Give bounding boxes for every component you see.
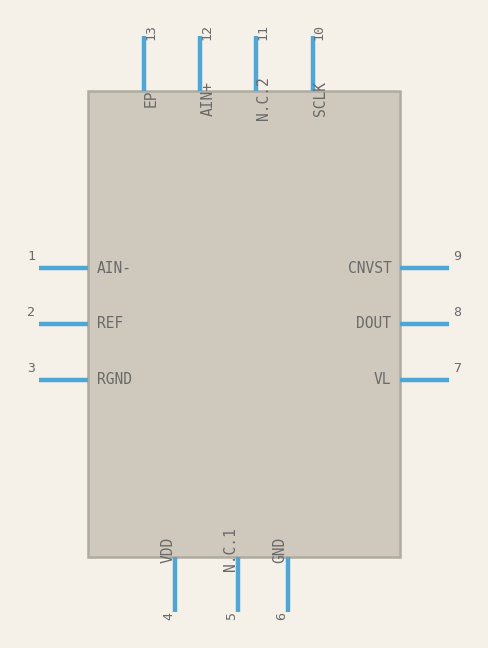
Text: CNVST: CNVST: [347, 260, 391, 275]
Text: N.C.2: N.C.2: [257, 76, 271, 121]
Bar: [88, 91, 400, 557]
Text: 9: 9: [453, 250, 461, 263]
Text: 4: 4: [163, 612, 175, 619]
Text: RGND: RGND: [97, 373, 132, 388]
Text: 8: 8: [453, 306, 461, 319]
Text: 13: 13: [144, 25, 157, 40]
Text: 5: 5: [225, 612, 238, 619]
Text: VL: VL: [374, 373, 391, 388]
Text: REF: REF: [97, 316, 123, 332]
Text: GND: GND: [273, 537, 288, 562]
Text: DOUT: DOUT: [356, 316, 391, 332]
Text: AIN-: AIN-: [97, 260, 132, 275]
Text: 11: 11: [257, 25, 269, 40]
Text: 7: 7: [453, 362, 461, 375]
Text: 10: 10: [313, 25, 325, 40]
Text: 2: 2: [27, 306, 35, 319]
Text: 1: 1: [27, 250, 35, 263]
Text: N.C.1: N.C.1: [223, 527, 238, 572]
Text: EP: EP: [144, 89, 159, 108]
Text: AIN+: AIN+: [200, 81, 215, 116]
Text: 6: 6: [275, 612, 288, 619]
Text: VDD: VDD: [160, 537, 175, 562]
Text: SCLK: SCLK: [313, 81, 328, 116]
Text: 3: 3: [27, 362, 35, 375]
Text: 12: 12: [200, 25, 213, 40]
